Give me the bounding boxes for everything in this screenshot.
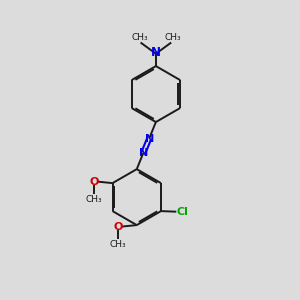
Text: O: O — [89, 177, 99, 187]
Text: N: N — [139, 148, 148, 158]
Text: N: N — [145, 134, 154, 143]
Text: O: O — [113, 222, 123, 232]
Text: CH₃: CH₃ — [131, 33, 148, 42]
Text: N: N — [151, 46, 161, 59]
Text: CH₃: CH₃ — [110, 240, 127, 249]
Text: CH₃: CH₃ — [86, 195, 102, 204]
Text: CH₃: CH₃ — [164, 33, 181, 42]
Text: Cl: Cl — [176, 207, 188, 217]
